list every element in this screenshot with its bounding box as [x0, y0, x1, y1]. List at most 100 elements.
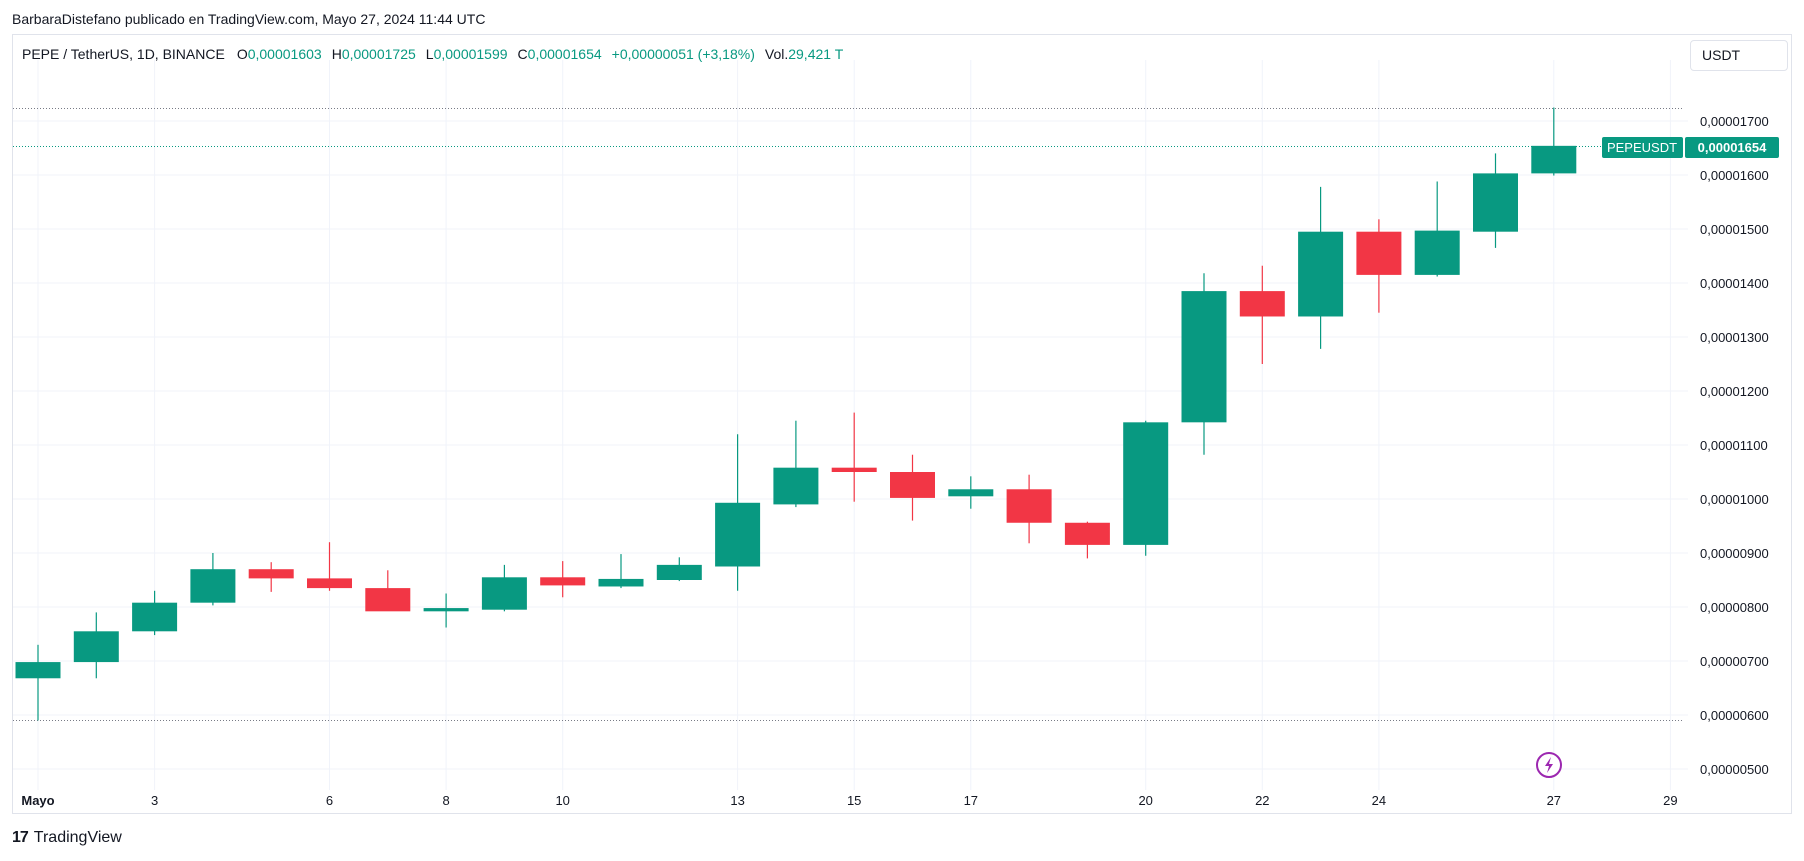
chart-frame: [12, 34, 1792, 814]
candle-up[interactable]: [423, 593, 469, 628]
candle-body: [1006, 489, 1052, 523]
x-tick-label: 20: [1138, 793, 1152, 808]
candle-body: [1181, 291, 1227, 423]
low-value: 0,00001599: [433, 46, 508, 62]
candle-up[interactable]: [1414, 181, 1460, 277]
lightning-icon[interactable]: [1536, 752, 1562, 778]
symbol-legend[interactable]: PEPE / TetherUS, 1D, BINANCE O 0,00001603…: [22, 46, 853, 62]
change-value: +0,00000051 (+3,18%): [611, 46, 755, 62]
candle-down[interactable]: [307, 542, 352, 591]
candle-body: [773, 467, 819, 505]
candle-up[interactable]: [15, 644, 61, 721]
y-tick-label: 0,00000500: [1700, 762, 1769, 777]
candle-body: [132, 602, 178, 632]
x-tick-label: 15: [847, 793, 861, 808]
candle-up[interactable]: [1531, 107, 1577, 176]
candle-body: [15, 662, 61, 679]
candle-body: [715, 502, 761, 567]
candle-up[interactable]: [1123, 420, 1169, 556]
close-label: C: [517, 46, 528, 62]
candle-body: [1356, 231, 1402, 275]
candle-body: [1064, 522, 1110, 545]
candles: [15, 107, 1577, 721]
brand-name: TradingView: [33, 829, 122, 846]
candle-up[interactable]: [948, 476, 994, 509]
candle-up[interactable]: [715, 434, 761, 591]
candle-up[interactable]: [773, 420, 819, 508]
price-tag-value: 0,00001654: [1698, 140, 1767, 155]
y-tick-label: 0,00001100: [1700, 438, 1768, 453]
candle-down[interactable]: [1064, 521, 1110, 559]
candle-up[interactable]: [656, 557, 702, 582]
candle-down[interactable]: [365, 570, 411, 612]
high-label: H: [331, 46, 342, 62]
high-value: 0,00001725: [341, 46, 416, 62]
y-tick-label: 0,00000600: [1700, 708, 1769, 723]
x-tick-label: 13: [730, 793, 744, 808]
candle-body: [1239, 291, 1285, 317]
candle-body: [1531, 145, 1577, 174]
reference-lines: [13, 108, 1683, 721]
volume-label: Vol.: [764, 46, 789, 62]
candle-up[interactable]: [1473, 153, 1518, 248]
low-label: L: [425, 46, 434, 62]
close-value: 0,00001654: [527, 46, 602, 62]
candle-body: [890, 472, 935, 498]
candle-up[interactable]: [132, 590, 178, 636]
candle-down[interactable]: [1239, 265, 1285, 364]
y-tick-label: 0,00000800: [1700, 600, 1769, 615]
candle-body: [190, 569, 236, 603]
price-axis[interactable]: 0,00000500 0,00000600 0,00000700 0,00000800…: [1700, 114, 1769, 777]
x-tick-label: 3: [151, 793, 158, 808]
y-tick-label: 0,00001500: [1700, 222, 1769, 237]
x-tick-label: 24: [1372, 793, 1386, 808]
candle-body: [1298, 231, 1344, 317]
candle-body: [423, 608, 469, 612]
candle-up[interactable]: [1181, 273, 1227, 455]
candle-body: [307, 578, 352, 589]
candle-up[interactable]: [73, 612, 119, 679]
y-tick-label: 0,00001600: [1700, 168, 1769, 183]
candle-body: [831, 467, 877, 472]
candle-body: [1414, 230, 1460, 275]
candle-up[interactable]: [190, 553, 236, 606]
candle-body: [1123, 422, 1169, 545]
candle-up[interactable]: [481, 564, 527, 612]
price-tag-value-box: [1685, 137, 1779, 158]
footer-brand[interactable]: 17 TradingView: [12, 829, 122, 847]
candle-body: [656, 564, 702, 580]
x-tick-label: 17: [964, 793, 978, 808]
candle-down[interactable]: [890, 454, 935, 521]
chart-attribution: BarbaraDistefano publicado en TradingVie…: [12, 11, 486, 27]
candle-down[interactable]: [1006, 474, 1052, 544]
candle-body: [481, 577, 527, 610]
candle-up[interactable]: [1298, 186, 1344, 349]
time-axis[interactable]: Mayo 3 6 8 10 13 15 17 20 22 24 27 29: [21, 793, 1677, 808]
tradingview-logo-icon: 17: [12, 829, 29, 846]
price-tag-symbol: PEPEUSDT: [1607, 140, 1677, 155]
candle-body: [598, 578, 644, 587]
y-tick-label: 0,00001300: [1700, 330, 1769, 345]
y-tick-label: 0,00001400: [1700, 276, 1769, 291]
x-tick-label: 27: [1547, 793, 1561, 808]
candle-body: [73, 631, 119, 663]
candle-down[interactable]: [540, 561, 586, 598]
currency-selector[interactable]: USDT: [1690, 40, 1788, 71]
x-tick-label: 22: [1255, 793, 1269, 808]
candle-down[interactable]: [248, 562, 294, 592]
symbol-name[interactable]: PEPE / TetherUS, 1D, BINANCE: [22, 46, 225, 62]
candle-up[interactable]: [598, 554, 644, 589]
candle-body: [248, 569, 294, 579]
candle-body: [365, 588, 411, 612]
candle-body: [1473, 173, 1518, 232]
candle-body: [948, 489, 994, 497]
y-tick-label: 0,00000700: [1700, 654, 1769, 669]
x-tick-label: 8: [442, 793, 449, 808]
x-tick-label: 10: [555, 793, 569, 808]
candle-down[interactable]: [831, 412, 877, 502]
candle-down[interactable]: [1356, 219, 1402, 313]
y-tick-label: 0,00001000: [1700, 492, 1769, 507]
candle-body: [540, 577, 586, 586]
y-tick-label: 0,00000900: [1700, 546, 1769, 561]
